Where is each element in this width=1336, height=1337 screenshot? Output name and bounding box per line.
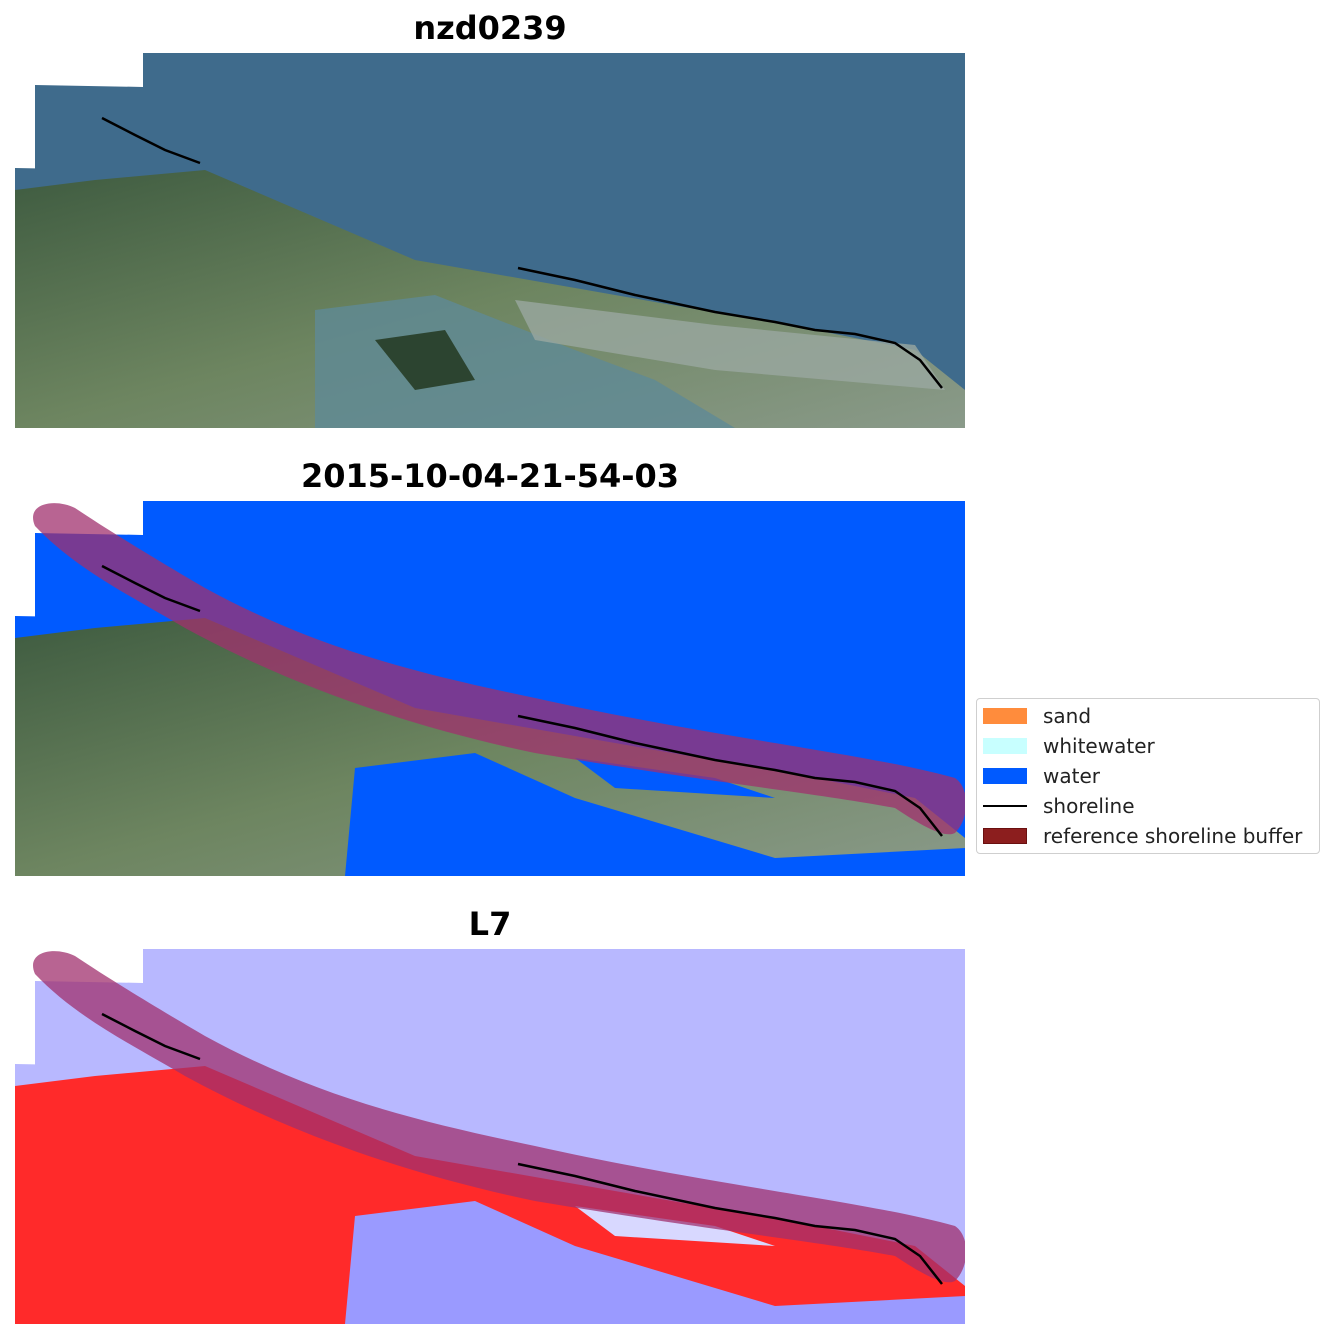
whitewater-swatch — [983, 738, 1027, 754]
reference-shoreline-buffer — [33, 951, 965, 1283]
rgb-image-panel — [15, 50, 965, 428]
legend-item-buffer: reference shoreline buffer — [983, 824, 1313, 848]
legend-label: shoreline — [1043, 794, 1135, 818]
shoreline-line — [517, 266, 943, 389]
shoreline-line — [517, 1162, 943, 1285]
index-image — [15, 949, 965, 1324]
legend: sand whitewater water shoreline referenc… — [976, 698, 1320, 854]
reference-shoreline-buffer — [33, 503, 965, 835]
shoreline-line — [101, 1012, 201, 1061]
rgb-satellite-image — [15, 53, 965, 428]
index-image-panel — [15, 946, 965, 1324]
shoreline-line — [517, 714, 943, 837]
shoreline-line — [101, 116, 201, 165]
legend-label: sand — [1043, 704, 1092, 728]
legend-label: reference shoreline buffer — [1043, 824, 1303, 848]
buffer-swatch — [983, 828, 1027, 844]
legend-item-whitewater: whitewater — [983, 734, 1313, 758]
water-swatch — [983, 768, 1027, 784]
classified-image-panel — [15, 498, 965, 876]
legend-label: whitewater — [1043, 734, 1155, 758]
panel-title-index: L7 — [468, 905, 512, 943]
shoreline-swatch — [983, 805, 1027, 807]
legend-item-water: water — [983, 764, 1313, 788]
shoreline-line — [101, 564, 201, 613]
legend-item-shoreline: shoreline — [983, 794, 1313, 818]
legend-label: water — [1043, 764, 1100, 788]
panel-title-classified: 2015-10-04-21-54-03 — [300, 457, 680, 495]
legend-item-sand: sand — [983, 704, 1313, 728]
panel-title-rgb: nzd0239 — [413, 9, 567, 47]
sand-swatch — [983, 708, 1027, 724]
classified-image — [15, 501, 965, 876]
